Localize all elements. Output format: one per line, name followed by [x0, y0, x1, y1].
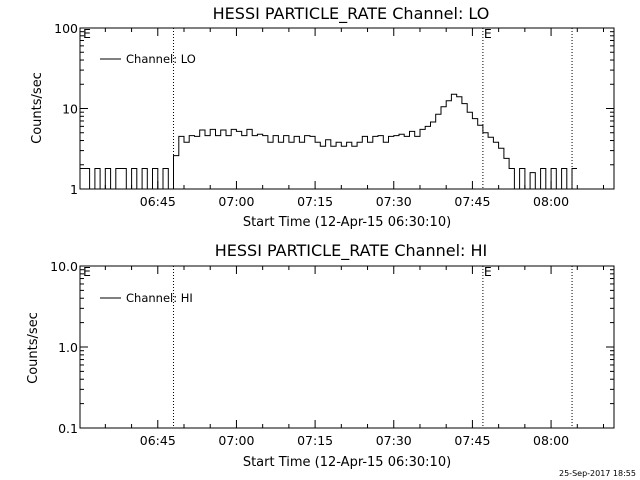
footer-timestamp: 25-Sep-2017 18:55	[559, 469, 636, 478]
chart-lo-y-tick-label-2: 100	[54, 21, 78, 36]
chart-lo: HESSI PARTICLE_RATE Channel: LO E 06:45 0…	[30, 4, 615, 230]
chart-hi-x-tick-label-1: 07:00	[218, 433, 254, 448]
chart-lo-x-tick-label-0: 06:45	[140, 194, 176, 209]
chart-hi-marker-label-1: E	[484, 264, 492, 279]
chart-lo-x-tick-label-4: 07:45	[454, 194, 490, 209]
chart-lo-y-tick-label-1: 10	[62, 102, 78, 117]
chart-lo-corner-label: E	[83, 26, 91, 41]
chart-hi-legend-label: Channel: HI	[126, 291, 193, 305]
chart-lo-x-tick-label-2: 07:15	[297, 194, 333, 209]
chart-lo-xlabel: Start Time (12-Apr-15 06:30:10)	[243, 215, 451, 230]
chart-hi-corner-label: E	[83, 264, 91, 279]
chart-hi-ylabel: Counts/sec	[26, 312, 41, 384]
chart-lo-y-tick-label-0: 1	[70, 182, 78, 197]
chart-hi-x-tick-label-4: 07:45	[454, 433, 490, 448]
chart-lo-legend-label: Channel: LO	[126, 52, 196, 66]
chart-lo-legend: Channel: LO	[100, 52, 196, 66]
chart-hi-y-tick-label-0: 0.1	[58, 421, 78, 436]
chart-hi-title: HESSI PARTICLE_RATE Channel: HI	[215, 241, 488, 261]
chart-lo-x-tick-label-3: 07:30	[376, 194, 412, 209]
chart-hi-y-tick-label-2: 10.0	[50, 259, 78, 274]
chart-lo-series-line-0	[80, 93, 577, 190]
chart-hi-x-tick-label-3: 07:30	[376, 433, 412, 448]
chart-lo-ylabel: Counts/sec	[30, 72, 45, 144]
chart-lo-title: HESSI PARTICLE_RATE Channel: LO	[213, 4, 490, 24]
chart-lo-marker-label-1: E	[484, 26, 492, 41]
chart-hi-x-tick-label-2: 07:15	[297, 433, 333, 448]
chart-hi-x-tick-label-0: 06:45	[140, 433, 176, 448]
chart-lo-x-tick-label-5: 08:00	[533, 194, 569, 209]
chart-hi: HESSI PARTICLE_RATE Channel: HI E 06:45 0…	[26, 241, 615, 470]
chart-hi-y-tick-label-1: 1.0	[58, 340, 78, 355]
chart-lo-x-tick-label-1: 07:00	[218, 194, 254, 209]
chart-hi-xlabel: Start Time (12-Apr-15 06:30:10)	[243, 455, 451, 470]
chart-hi-legend: Channel: HI	[100, 291, 193, 305]
chart-hi-x-tick-label-5: 08:00	[533, 433, 569, 448]
